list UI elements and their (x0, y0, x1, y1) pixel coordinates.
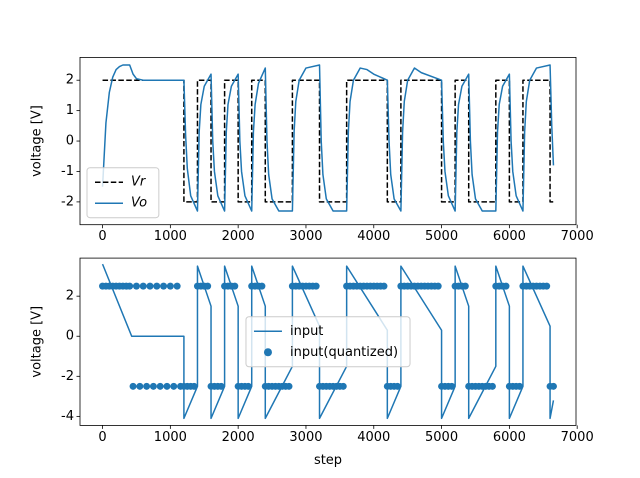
scatter-point (163, 382, 171, 390)
legend-box (245, 316, 411, 368)
scatter-point (166, 282, 174, 290)
scatter-point (190, 382, 198, 390)
scatter-point (160, 282, 168, 290)
scatter-point (231, 282, 239, 290)
plot-area (101, 64, 555, 212)
scatter-point (146, 282, 154, 290)
x-tick-label: 1000 (154, 430, 187, 445)
scatter-point (126, 282, 134, 290)
scatter-point (136, 382, 144, 390)
x-tick-label: 4000 (357, 430, 390, 445)
series-line (102, 79, 554, 203)
x-tick-label: 7000 (561, 229, 594, 244)
scatter-point (285, 382, 293, 390)
scatter-point (143, 382, 151, 390)
x-tick-label: 0 (98, 229, 106, 244)
y-tick-label: 0 (66, 134, 74, 149)
scatter-point (543, 282, 551, 290)
y-axis-label: voltage [V] (30, 105, 45, 177)
scatter-point (173, 282, 181, 290)
x-tick-label: 7000 (561, 430, 594, 445)
scatter-point (339, 382, 347, 390)
scatter-point (258, 282, 266, 290)
scatter-point (394, 382, 402, 390)
scatter-point (170, 382, 178, 390)
x-tick-label: 4000 (357, 229, 390, 244)
x-tick-label: 3000 (289, 430, 322, 445)
y-tick-label: 0 (66, 329, 74, 344)
x-tick-label: 1000 (154, 229, 187, 244)
series-line (101, 64, 555, 212)
y-tick-label: 1 (66, 103, 74, 118)
y-tick-label: -1 (61, 164, 74, 179)
y-tick-label: 2 (66, 289, 74, 304)
legend: input input(quantized) (245, 316, 411, 368)
x-tick-label: 3000 (289, 229, 322, 244)
y-tick-label: -2 (61, 194, 74, 209)
scatter-point (139, 282, 147, 290)
plot-area (99, 263, 557, 420)
scatter-point (132, 282, 140, 290)
scatter-point (153, 282, 161, 290)
scatter-point (502, 282, 510, 290)
scatter-point (461, 282, 469, 290)
y-tick-label: -2 (61, 369, 74, 384)
scatter-point (380, 282, 388, 290)
scatter-point (156, 382, 164, 390)
legend-label: input (290, 324, 323, 339)
y-axis-label: voltage [V] (30, 306, 45, 378)
scatter-point (434, 282, 442, 290)
x-tick-label: 0 (98, 430, 106, 445)
legend-label: Vr (131, 175, 147, 190)
scatter-point (217, 382, 225, 390)
scatter-point (129, 382, 137, 390)
scatter-point (204, 282, 212, 290)
legend-label: Vo (131, 196, 147, 211)
y-tick-label: -4 (61, 409, 74, 424)
x-tick-label: 2000 (222, 229, 255, 244)
x-tick-label: 6000 (493, 430, 526, 445)
x-tick-label: 6000 (493, 229, 526, 244)
legend: Vr Vo (86, 167, 160, 219)
scatter-point (488, 382, 496, 390)
y-tick-label: 2 (66, 73, 74, 88)
scatter-point (448, 382, 456, 390)
scatter-point (312, 282, 320, 290)
legend-marker (263, 348, 272, 357)
x-tick-label: 5000 (425, 229, 458, 244)
axes-frame (79, 257, 577, 426)
scatter-point (549, 382, 557, 390)
scatter-point (516, 382, 524, 390)
legend-label: input(quantized) (290, 345, 398, 360)
x-tick-label: 2000 (222, 430, 255, 445)
scatter-point (149, 382, 157, 390)
x-tick-label: 5000 (425, 430, 458, 445)
legend-box (86, 167, 160, 219)
x-axis-label: step (314, 453, 342, 468)
scatter-point (244, 382, 252, 390)
